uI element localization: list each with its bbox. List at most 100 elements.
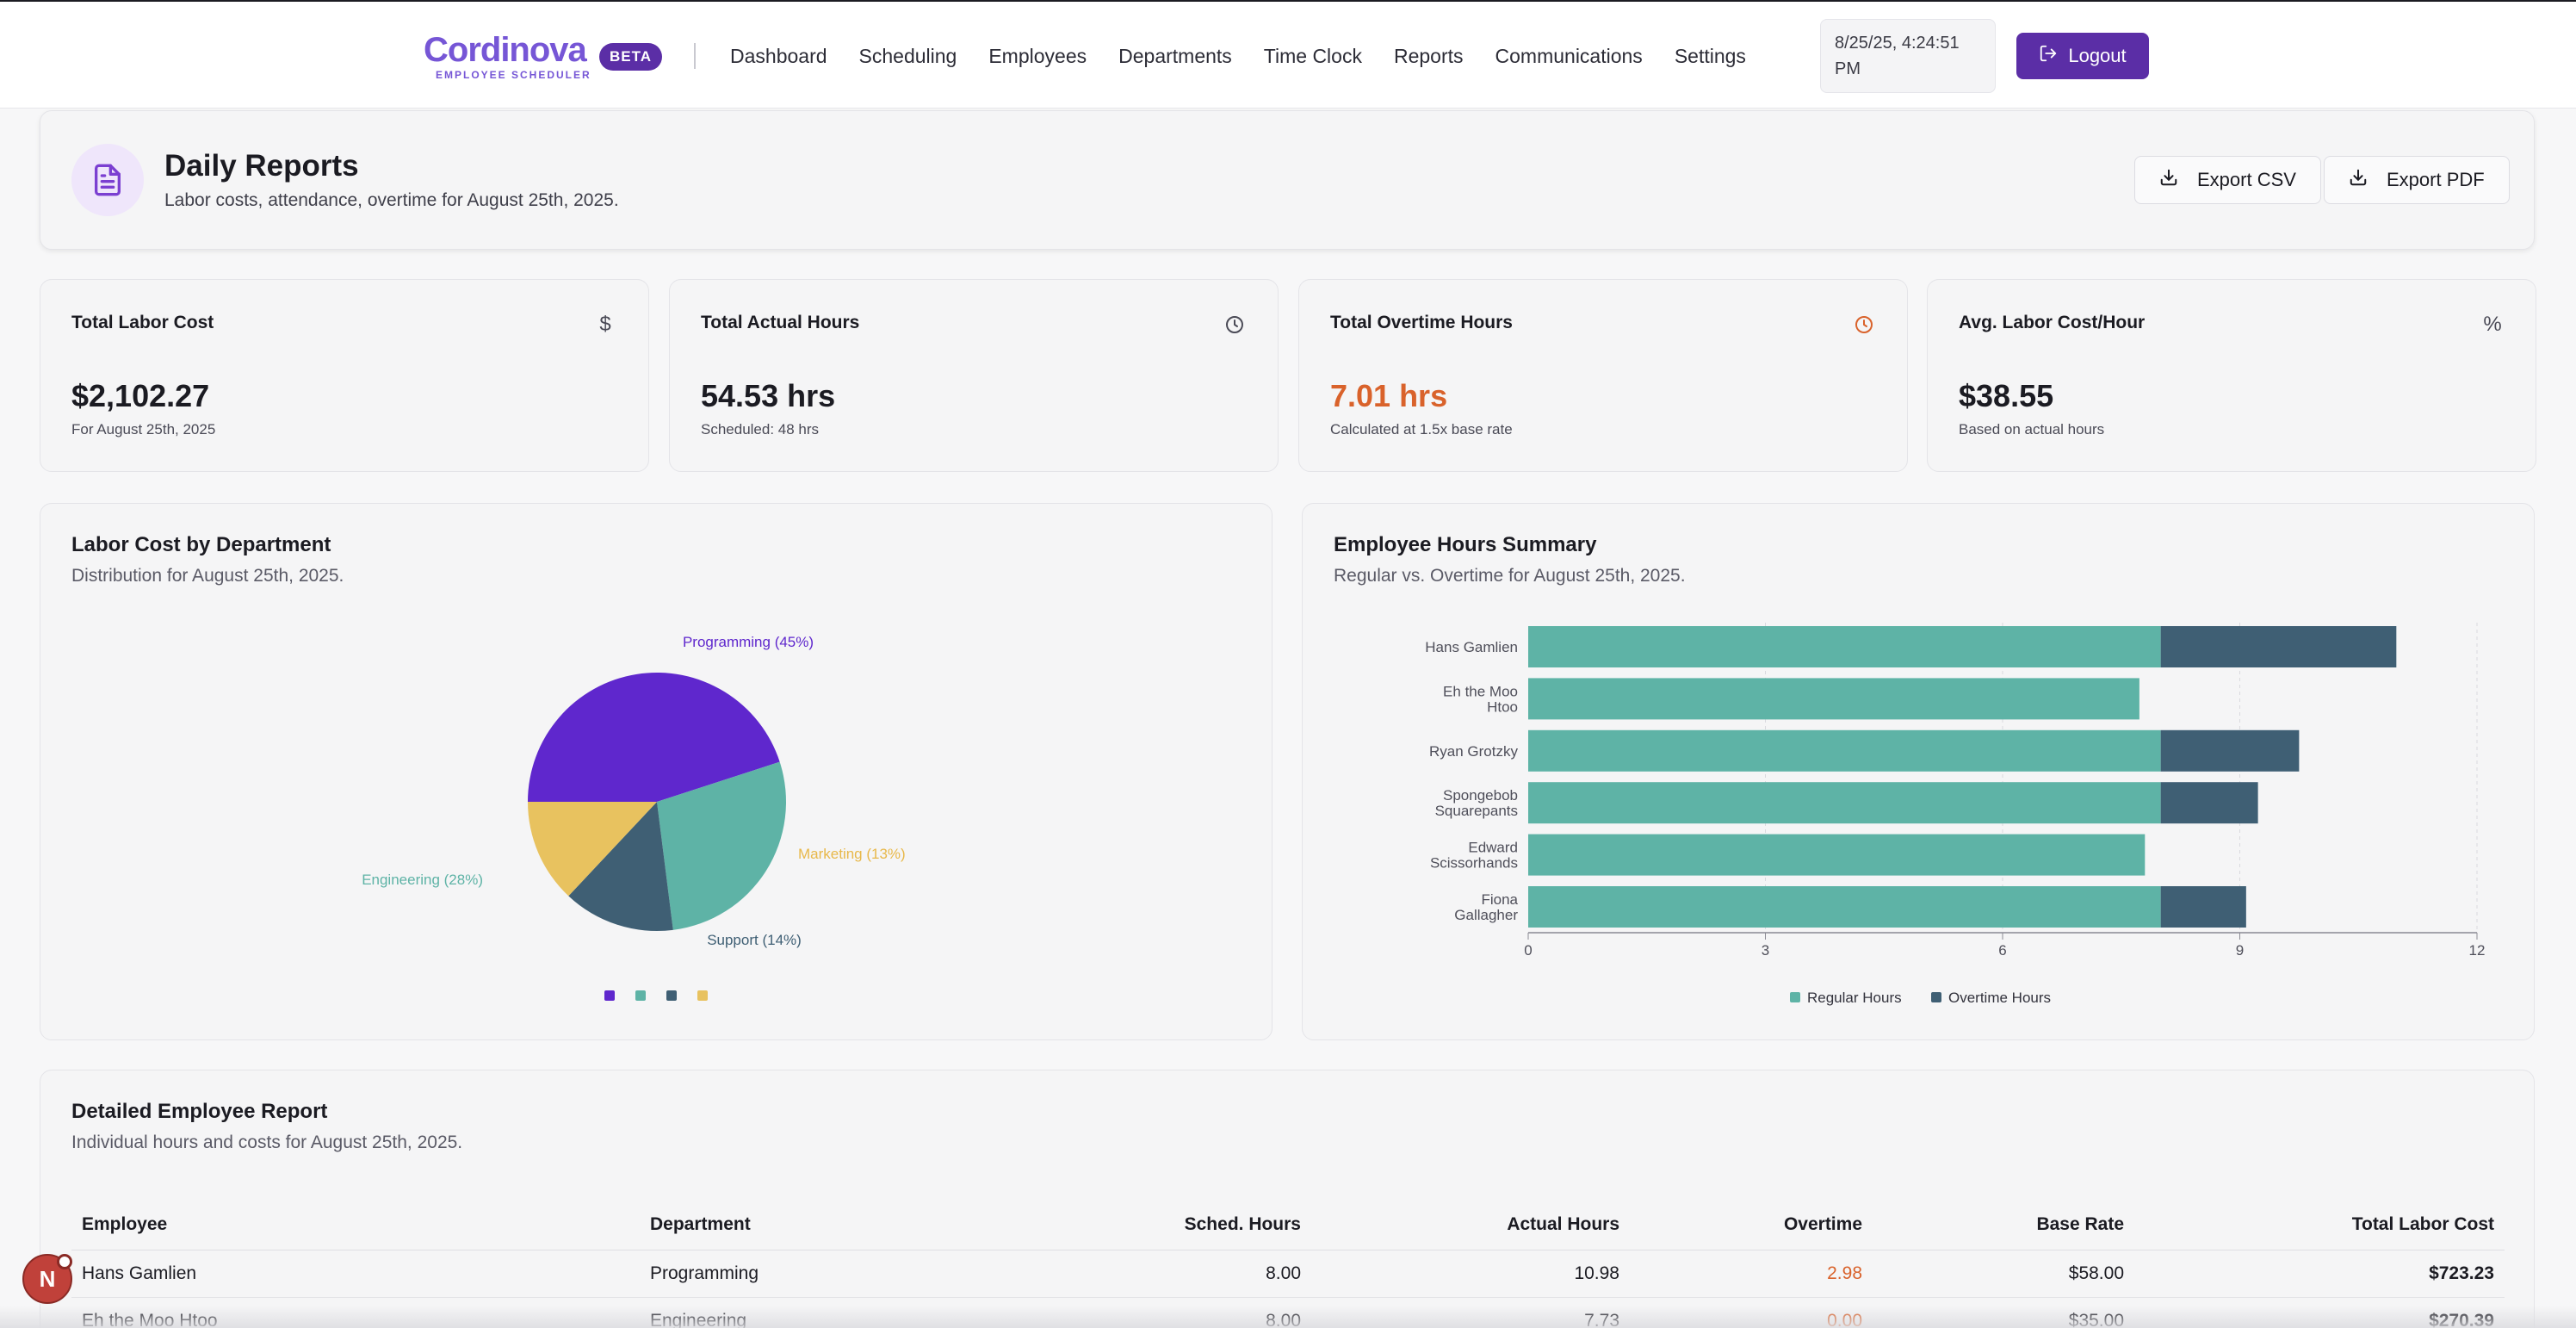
y-axis-label: Hans Gamlien [1425, 639, 1518, 655]
stat-label: Total Actual Hours [701, 313, 860, 332]
nav-time-clock[interactable]: Time Clock [1263, 45, 1362, 67]
regular-hours-bar [1528, 782, 2161, 824]
nav-divider [694, 43, 696, 69]
column-header-department[interactable]: Department [640, 1200, 950, 1250]
regular-hours-bar [1528, 886, 2161, 928]
stat-note: Scheduled: 48 hrs [701, 421, 820, 437]
page-subtitle: Labor costs, attendance, overtime for Au… [164, 190, 619, 210]
nav-communications[interactable]: Communications [1495, 45, 1643, 67]
export-pdf-button[interactable]: Export PDF [2324, 156, 2510, 204]
nav-reports[interactable]: Reports [1393, 45, 1464, 67]
pie-label-programming: Programming (45%) [683, 634, 814, 650]
column-header-total-labor-cost[interactable]: Total Labor Cost [2134, 1200, 2505, 1250]
brand-logo[interactable]: Cordinova EMPLOYEE SCHEDULER [424, 31, 591, 81]
column-header-base-rate[interactable]: Base Rate [1873, 1200, 2134, 1250]
main-nav: Dashboard Scheduling Employees Departmen… [730, 42, 1778, 70]
cell-employee: Hans Gamlien [71, 1250, 640, 1298]
table-subtitle: Individual hours and costs for August 25… [71, 1133, 463, 1152]
regular-hours-bar [1528, 626, 2161, 667]
regular-hours-bar [1528, 834, 2146, 876]
chart-subtitle: Distribution for August 25th, 2025. [71, 566, 344, 586]
table-row[interactable]: Hans Gamlien Programming 8.00 10.98 2.98… [71, 1250, 2505, 1298]
stat-label: Avg. Labor Cost/Hour [1959, 313, 2146, 332]
detailed-employee-report-card: Detailed Employee Report Individual hour… [40, 1070, 2535, 1328]
pie-label-support: Support (14%) [707, 932, 802, 948]
legend-swatch-regular [1790, 992, 1800, 1002]
brand-name: Cordinova [424, 31, 587, 69]
pie-label-engineering: Engineering (28%) [362, 872, 483, 888]
legend-swatch-support [666, 990, 677, 1001]
download-icon [2349, 168, 2368, 192]
clock-icon [1852, 313, 1876, 337]
pie-slice-marketing [528, 802, 657, 897]
brand-subtitle: EMPLOYEE SCHEDULER [436, 69, 591, 81]
scroll-fade [0, 1306, 2576, 1328]
pie-label-marketing: Marketing (13%) [798, 846, 906, 862]
stat-card-total-actual-hours: Total Actual Hours 54.53 hrs Scheduled: … [669, 279, 1279, 472]
cell-sched-hours: 8.00 [950, 1250, 1311, 1298]
overtime-hours-bar [2160, 729, 2300, 772]
stat-note: Based on actual hours [1959, 421, 2105, 437]
pie-chart: Programming (45%) Engineering (28%) Suppor… [362, 634, 906, 1001]
stat-value: $2,102.27 [71, 378, 210, 413]
chart-title: Labor Cost by Department [71, 533, 331, 556]
nav-scheduling[interactable]: Scheduling [858, 45, 957, 67]
y-axis-label: Scissorhands [1430, 855, 1518, 872]
y-axis-label: Spongebob [1443, 787, 1518, 804]
cell-overtime: 2.98 [1630, 1250, 1873, 1298]
labor-cost-by-department-card: Labor Cost by Department Distribution fo… [40, 503, 1273, 1040]
percent-icon: % [2483, 313, 2502, 336]
x-tick-label: 9 [2236, 942, 2244, 959]
stat-note: For August 25th, 2025 [71, 421, 216, 437]
export-pdf-label: Export PDF [2387, 169, 2485, 190]
column-header-actual-hours[interactable]: Actual Hours [1311, 1200, 1630, 1250]
x-tick-label: 6 [1998, 942, 2006, 959]
legend-swatch-marketing [697, 990, 708, 1001]
datetime-line-1: 8/25/25, 4:24:51 [1835, 34, 1960, 53]
nav-employees[interactable]: Employees [988, 45, 1087, 67]
y-axis-label: Htoo [1487, 698, 1518, 715]
beta-badge: BETA [599, 43, 663, 71]
legend-label-overtime: Overtime Hours [1948, 990, 2051, 1006]
employee-hours-summary-card: Employee Hours Summary Regular vs. Overt… [1302, 503, 2535, 1040]
stat-value: 7.01 hrs [1330, 378, 1448, 413]
logout-button[interactable]: Logout [2016, 33, 2149, 79]
chart-title: Employee Hours Summary [1334, 533, 1597, 556]
avatar-status-dot [57, 1254, 72, 1269]
cell-department: Programming [640, 1250, 950, 1298]
nav-settings[interactable]: Settings [1674, 45, 1746, 67]
legend-swatch-engineering [635, 990, 646, 1001]
column-header-sched-hours[interactable]: Sched. Hours [950, 1200, 1311, 1250]
pie-slice-support [568, 802, 673, 931]
current-datetime: 8/25/25, 4:24:51 PM [1820, 19, 1996, 93]
column-header-employee[interactable]: Employee [71, 1200, 640, 1250]
overtime-hours-bar [2160, 886, 2246, 928]
logout-label: Logout [2068, 45, 2127, 66]
export-csv-button[interactable]: Export CSV [2134, 156, 2321, 204]
stat-card-total-labor-cost: Total Labor Cost $ $2,102.27 For August … [40, 279, 649, 472]
pie-slice-programming [528, 673, 780, 802]
legend-label-regular: Regular Hours [1807, 990, 1902, 1006]
cell-base-rate: $58.00 [1873, 1250, 2134, 1298]
table-header-row: Employee Department Sched. Hours Actual … [71, 1200, 2505, 1250]
export-csv-label: Export CSV [2197, 169, 2296, 190]
legend-swatch-overtime [1931, 992, 1941, 1002]
nav-departments[interactable]: Departments [1118, 45, 1232, 67]
column-header-overtime[interactable]: Overtime [1630, 1200, 1873, 1250]
table-title: Detailed Employee Report [71, 1100, 328, 1123]
clock-icon [1223, 313, 1247, 337]
logout-icon [2039, 44, 2058, 68]
overtime-hours-bar [2160, 782, 2258, 824]
nav-dashboard[interactable]: Dashboard [730, 45, 827, 67]
legend-swatch-programming [604, 990, 615, 1001]
pie-slice-engineering [657, 761, 786, 930]
page-header-card: Daily Reports Labor costs, attendance, o… [40, 110, 2535, 250]
stat-label: Total Overtime Hours [1330, 313, 1513, 332]
cell-actual-hours: 10.98 [1311, 1250, 1630, 1298]
y-axis-label: Gallagher [1454, 907, 1518, 923]
page-title: Daily Reports [164, 149, 359, 183]
stat-card-avg-labor-cost: Avg. Labor Cost/Hour % $38.55 Based on a… [1927, 279, 2536, 472]
stat-card-total-overtime-hours: Total Overtime Hours 7.01 hrs Calculated… [1298, 279, 1908, 472]
overtime-hours-bar [2160, 626, 2397, 667]
